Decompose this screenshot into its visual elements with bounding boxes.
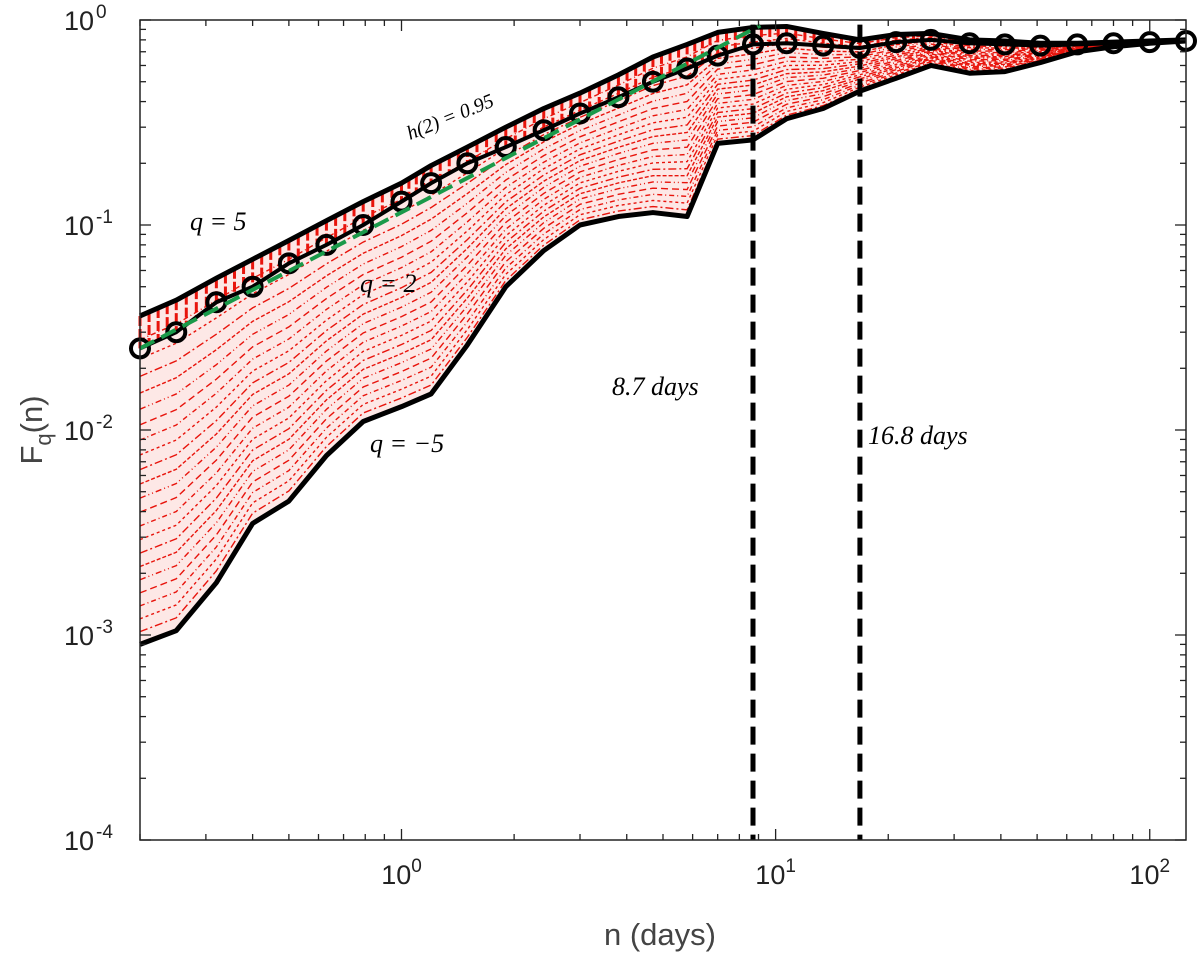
q2-marker bbox=[1102, 32, 1125, 55]
q2-marker bbox=[241, 275, 264, 298]
q2-marker bbox=[277, 252, 300, 275]
q-curve-18 bbox=[139, 40, 1187, 594]
y-tick-exp-2: -2 bbox=[96, 412, 113, 433]
q2-marker bbox=[1029, 34, 1052, 57]
y-axis-title-sub: q bbox=[31, 433, 56, 445]
vline-label-1: 16.8 days bbox=[868, 421, 968, 450]
tick-base: 10 bbox=[1129, 860, 1159, 890]
q2-marker bbox=[456, 152, 479, 175]
y-tick-exp-3: -1 bbox=[96, 207, 113, 228]
q2-marker bbox=[641, 70, 664, 93]
y-tick-label-2: 10 bbox=[64, 416, 94, 446]
tick-base: 10 bbox=[755, 860, 785, 890]
y-tick-label-4: 10 bbox=[64, 6, 94, 36]
x-tick-label-0: 100 bbox=[381, 856, 422, 890]
q2-marker bbox=[607, 86, 630, 109]
vertical-markers bbox=[750, 24, 863, 840]
tick-base: 10 bbox=[64, 621, 94, 651]
q-curve-4 bbox=[139, 39, 1187, 394]
y-tick-label-1: 10 bbox=[64, 621, 94, 651]
annotation-q2: q = 2 bbox=[360, 269, 417, 298]
q-curve-10 bbox=[139, 39, 1187, 485]
q2-marker bbox=[420, 172, 443, 195]
annotation-qm5: q = −5 bbox=[370, 429, 444, 458]
x-axis-title: n (days) bbox=[604, 917, 716, 952]
q2-marker bbox=[1138, 31, 1161, 54]
y-tick-label-3: 10 bbox=[64, 211, 94, 241]
q-curve-3 bbox=[139, 38, 1187, 377]
q-curve-11 bbox=[139, 39, 1187, 499]
q-curve-15 bbox=[139, 39, 1187, 554]
series-line-1 bbox=[139, 37, 1187, 351]
q-curve-19 bbox=[139, 40, 1187, 607]
tick-base: 10 bbox=[64, 211, 94, 241]
band-fill bbox=[140, 26, 1186, 645]
annotations: q = 5 q = 2 q = −5 h(2) = 0.95 8.7 days … bbox=[190, 90, 968, 458]
fit-line bbox=[139, 23, 762, 351]
annotation-q5: q = 5 bbox=[190, 207, 247, 236]
tick-base: 10 bbox=[64, 416, 94, 446]
q2-marker bbox=[919, 28, 942, 51]
y-axis-title-tail: (n) bbox=[14, 395, 49, 433]
tick-exp: 2 bbox=[1159, 856, 1170, 877]
y-tick-exp-0: -4 bbox=[96, 822, 113, 843]
tick-exp: 1 bbox=[785, 856, 796, 877]
tick-exp: 0 bbox=[411, 856, 422, 877]
vline-label-0: 8.7 days bbox=[612, 372, 699, 401]
q2-marker bbox=[812, 34, 835, 57]
y-axis-title-base: F bbox=[14, 446, 49, 465]
q-curve-20 bbox=[139, 40, 1187, 620]
y-tick-exp-1: -3 bbox=[96, 617, 113, 638]
x-tick-label-1: 101 bbox=[755, 856, 796, 890]
q2-marker bbox=[993, 33, 1016, 56]
q-curve-14 bbox=[139, 39, 1187, 541]
q-curve-12 bbox=[139, 39, 1187, 513]
q2-marker bbox=[885, 31, 908, 54]
x-tick-label-2: 102 bbox=[1129, 856, 1170, 890]
q2-marker bbox=[958, 32, 981, 55]
tick-base: 10 bbox=[64, 6, 94, 36]
q2-marker bbox=[1066, 33, 1089, 56]
q-curve-9 bbox=[139, 39, 1187, 471]
tick-base: 10 bbox=[64, 826, 94, 856]
y-tick-label-0: 10 bbox=[64, 826, 94, 856]
tick-base: 10 bbox=[381, 860, 411, 890]
q2-marker bbox=[532, 119, 555, 142]
y-axis-title: Fq(n) bbox=[14, 395, 56, 464]
q2-marker bbox=[775, 32, 798, 55]
series-line-2 bbox=[139, 38, 1187, 647]
curves bbox=[129, 23, 1197, 647]
fit-line-group bbox=[139, 23, 762, 351]
q-curve-16 bbox=[139, 40, 1187, 568]
q-curve-13 bbox=[139, 39, 1187, 527]
series-line-0 bbox=[139, 23, 1187, 319]
q-curve-17 bbox=[139, 40, 1187, 581]
y-tick-exp-4: 0 bbox=[96, 2, 107, 23]
